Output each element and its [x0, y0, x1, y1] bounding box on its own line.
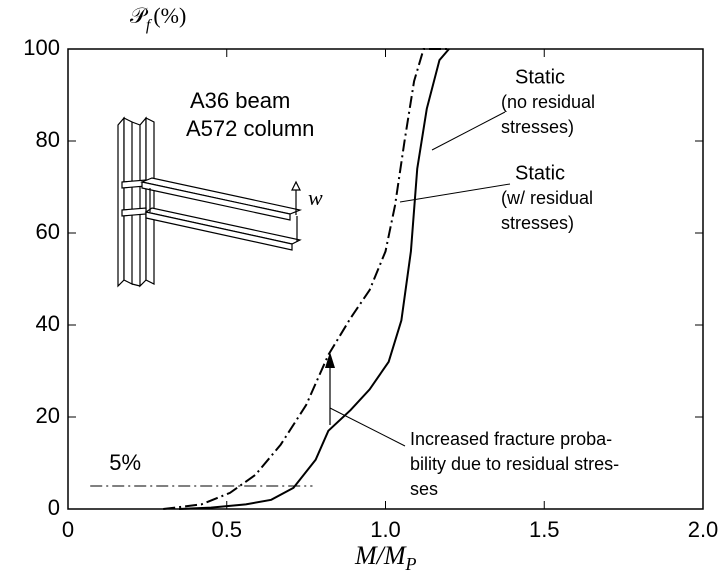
inset-label: A572 column [186, 116, 314, 141]
x-tick-label: 2.0 [688, 517, 719, 542]
series-label: Static [515, 162, 565, 184]
series-label: (no residual [501, 92, 595, 112]
series-label: (w/ residual [501, 188, 593, 208]
arrowhead [325, 352, 335, 368]
leader-line [431, 111, 506, 151]
series-label: stresses) [501, 117, 574, 137]
beam-column-drawing [117, 116, 303, 288]
series-label: Static [515, 66, 565, 88]
y-tick-label: 0 [48, 495, 60, 520]
leader-line [329, 407, 406, 447]
annotation: Increased fracture proba- bility due to … [410, 429, 619, 499]
series-line [163, 48, 449, 510]
x-tick-label: 0 [62, 517, 74, 542]
y-tick-label: 60 [36, 219, 60, 244]
leader-line [399, 183, 511, 203]
y-tick-label: 20 [36, 403, 60, 428]
annotation-line: bility due to residual stres- [410, 454, 619, 474]
x-tick-label: 1.5 [529, 517, 560, 542]
y-tick-label: 40 [36, 311, 60, 336]
x-axis-label: M/MP [354, 541, 417, 574]
annotation-line: Increased fracture proba- [410, 429, 612, 449]
reference-label: 5% [109, 450, 141, 475]
y-tick-label: 100 [23, 35, 60, 60]
series-label: stresses) [501, 213, 574, 233]
load-label: w [308, 185, 323, 210]
annotation-line: ses [410, 479, 438, 499]
x-tick-label: 0.5 [211, 517, 242, 542]
x-tick-label: 1.0 [370, 517, 401, 542]
y-tick-label: 80 [36, 127, 60, 152]
inset-label: A36 beam [190, 88, 290, 113]
y-axis-label: 𝒫f (%) [130, 3, 186, 34]
series-line [179, 48, 450, 510]
